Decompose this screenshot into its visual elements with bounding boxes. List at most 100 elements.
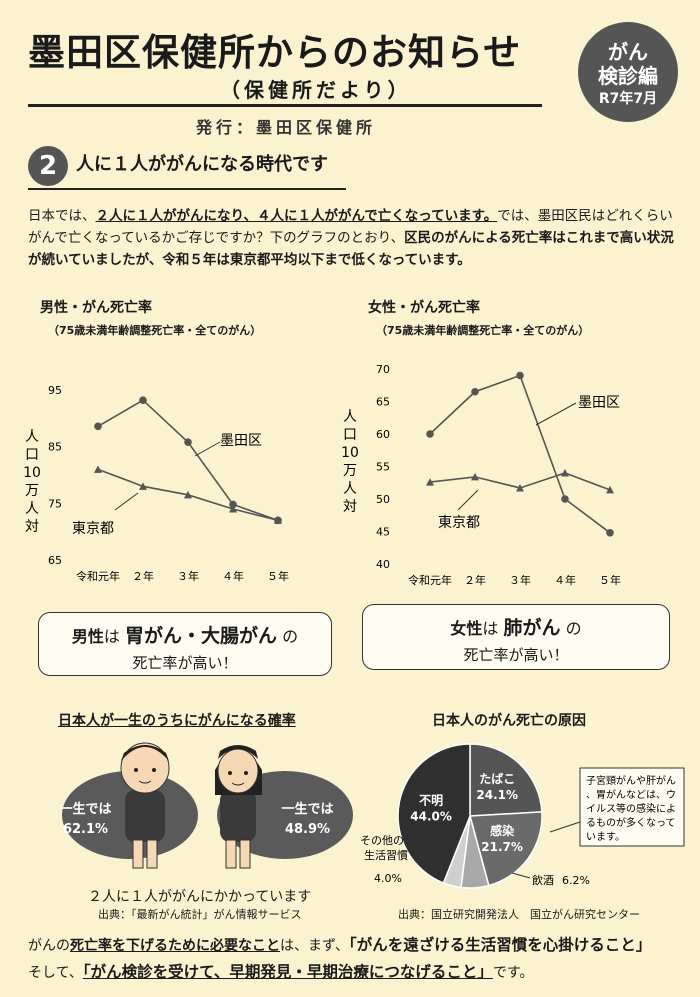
y-axis-label-char: 万 <box>25 483 39 499</box>
callout-subject: 女性 <box>450 619 483 638</box>
data-point <box>184 438 192 446</box>
section-number: 2 <box>28 146 68 186</box>
intro-text: 日本では、 <box>28 208 96 224</box>
female-chart-title: 女性・がん死亡率 <box>368 300 480 316</box>
footer-message: がんの死亡率を下げるために必要なことは、まず、「がんを遠ざける生活習慣を心掛ける… <box>28 932 688 986</box>
y-axis-label-char: 対 <box>343 499 357 515</box>
y-tick-label: 55 <box>376 461 390 474</box>
male-chart-title: 男性・がん死亡率 <box>40 300 152 316</box>
y-axis-label-char: 人 <box>25 501 39 517</box>
data-point <box>516 371 524 380</box>
intro-emphasis: 区民のがんによる死亡率はこれまで高い状況が続いていましたが、令和５年は東京都平均… <box>28 230 674 268</box>
leader-line <box>535 402 577 426</box>
callout-cancer: 肺がん <box>503 617 561 639</box>
lifetime-title: 日本人が一生のうちにがんになる確率 <box>58 713 296 729</box>
footer-text: そして、 <box>28 965 83 981</box>
pie-slice <box>469 743 543 817</box>
lifetime-source: 出典：「最新がん統計」がん情報サービス <box>98 908 302 921</box>
x-tick-label: ４年 <box>554 573 576 587</box>
pie-title: 日本人のがん死亡の原因 <box>432 713 586 729</box>
x-tick-label: ３年 <box>509 573 531 587</box>
pie-slice-value: 21.7% <box>481 840 523 854</box>
leader-line <box>549 821 581 833</box>
data-point <box>606 485 614 494</box>
pie-slice-value: 4.0% <box>374 872 402 885</box>
infection-note-box <box>579 767 685 847</box>
female-lifetime-rate: 一生では 48.9% <box>270 800 345 840</box>
callout-text: 死亡率が高い！ <box>463 646 569 664</box>
lifetime-caption: ２人に１人ががんにかかっています <box>88 889 312 905</box>
data-point <box>471 472 479 481</box>
leader-line <box>194 441 221 457</box>
page-subtitle: （保健所だより） <box>220 78 412 102</box>
pie-slice-value: 44.0% <box>410 810 452 824</box>
y-tick-label: 45 <box>376 526 390 539</box>
data-point <box>139 396 147 404</box>
footer-text: がんの <box>28 938 70 954</box>
footer-text: です。 <box>492 965 534 981</box>
y-axis-label-char: 人 <box>343 481 357 497</box>
female-callout: 女性は 肺がん の 死亡率が高い！ <box>362 604 670 670</box>
series-label: 墨田区 <box>220 433 262 449</box>
leader-line <box>511 872 531 879</box>
callout-particle: の <box>565 619 582 638</box>
data-point <box>606 529 614 537</box>
footer-screening: 「がん検診を受けて、早期発見・早期治療につなげること」 <box>82 963 493 981</box>
issue-badge: がん 検診編 R7年7月 <box>578 22 678 122</box>
female-lifetime-label: 一生では <box>281 802 334 817</box>
x-tick-label: ５年 <box>267 569 289 583</box>
publisher: 発行：墨田区保健所 <box>196 118 377 137</box>
data-point <box>516 483 524 492</box>
y-tick-label: 40 <box>376 558 390 571</box>
female-lifetime-value: 48.9% <box>284 822 331 837</box>
x-tick-label: ５年 <box>599 573 621 587</box>
y-tick-label: 60 <box>376 428 390 441</box>
x-tick-label: 令和元年 <box>408 573 452 587</box>
girl-icon <box>215 745 262 869</box>
y-tick-label: 85 <box>48 441 62 454</box>
intro-text: では、墨田区民はどれくらいがんで亡くなっているかご存じですか？下のグラフのとおり… <box>28 208 673 246</box>
badge-line1: がん <box>608 40 648 64</box>
callout-particle: は <box>103 627 120 646</box>
data-point <box>94 422 102 431</box>
intro-highlight: ２人に１人ががんになり、４人に１人ががんで亡くなっています。 <box>95 208 498 224</box>
y-axis-label-char: 口 <box>343 427 357 443</box>
y-tick-label: 65 <box>376 396 390 409</box>
y-axis-label-char: 口 <box>25 447 39 463</box>
male-chart-subtitle: （75歳未満年齢調整死亡率・全てのがん） <box>48 324 262 337</box>
male-lifetime-label: 一生では <box>59 802 112 817</box>
data-point <box>561 495 569 503</box>
y-tick-label: 50 <box>376 493 390 506</box>
x-tick-label: ２年 <box>464 573 486 587</box>
page-title: 墨田区保健所からのお知らせ <box>28 31 522 74</box>
pie-slice-label: たばこ <box>479 771 515 786</box>
y-axis-label-char: 人 <box>343 409 357 425</box>
infection-note: 子宮頸がんや肝がん、胃がんなどは、ウイルス等の感染によるものが多くなっています。 <box>586 774 676 843</box>
lifetime-illustration <box>62 742 353 869</box>
data-point <box>184 490 192 499</box>
x-tick-label: ２年 <box>132 569 154 583</box>
footer-habit: 「がんを遠ざける生活習慣を心掛けること」 <box>349 936 652 954</box>
data-point <box>229 500 237 509</box>
series-label: 東京都 <box>438 515 480 531</box>
leader-line <box>114 492 139 511</box>
section-title: 人に１人ががんになる時代です <box>76 154 328 175</box>
y-axis-label-char: 万 <box>343 463 357 479</box>
data-point <box>426 478 434 486</box>
y-tick-label: 65 <box>48 554 62 567</box>
series-label: 東京都 <box>72 521 114 537</box>
pie-slice-value: 24.1% <box>476 788 518 802</box>
y-tick-label: 75 <box>48 497 62 510</box>
leader-line <box>417 851 431 857</box>
callout-cancer: 胃がん・大腸がん <box>125 625 278 647</box>
pie-slice-label: 不明 <box>419 794 443 808</box>
x-tick-label: 令和元年 <box>76 569 120 583</box>
data-point <box>471 387 479 396</box>
footer-text: は、まず、 <box>280 938 350 954</box>
y-axis-label-char: 10 <box>23 465 41 481</box>
y-axis-label-char: 人 <box>25 429 39 445</box>
x-tick-label: ３年 <box>177 569 199 583</box>
callout-text: 死亡率が高い！ <box>132 654 238 672</box>
